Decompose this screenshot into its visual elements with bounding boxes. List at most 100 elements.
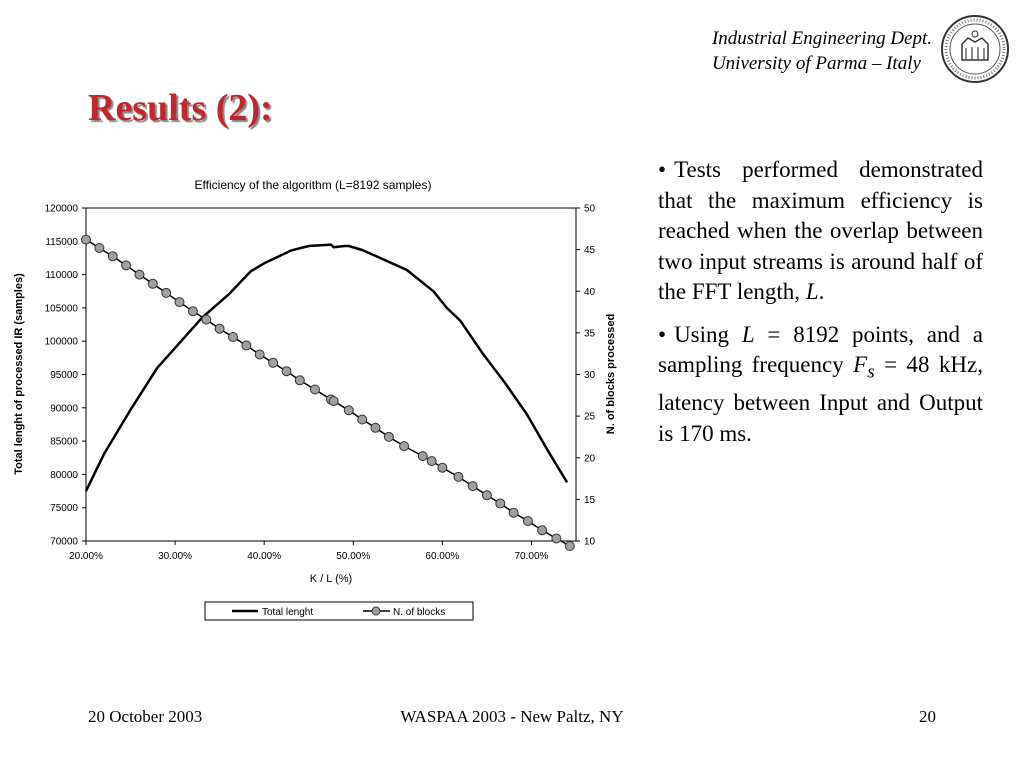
x-tick-label: 40.00% xyxy=(247,551,281,562)
x-axis-label: K / L (%) xyxy=(310,573,352,585)
n-of-blocks-point xyxy=(201,314,212,325)
x-tick-label: 20.00% xyxy=(69,551,103,562)
bullet-tail: . xyxy=(818,279,825,304)
bullet-italic-l: L xyxy=(741,321,755,347)
n-of-blocks-point xyxy=(417,451,428,462)
n-of-blocks-point xyxy=(147,278,158,289)
x-axis-ticks: 20.00% 30.00% 40.00% 50.00% 60.00% 70.00% xyxy=(69,541,549,562)
y2-axis-label: N. of blocks processed xyxy=(605,314,617,434)
y2-tick-label: 45 xyxy=(584,245,596,256)
bullet-italic-l: L xyxy=(805,279,819,304)
bullet-text-2: = 8192 points, and a sampling frequency xyxy=(658,321,984,378)
n-of-blocks-point xyxy=(187,306,198,317)
y-tick-label: 85000 xyxy=(50,437,78,448)
n-of-blocks-point xyxy=(426,456,437,467)
header-dept: Industrial Engineering Dept. xyxy=(711,28,932,49)
x-tick-label: 50.00% xyxy=(336,551,370,562)
legend-blocks-marker xyxy=(371,606,381,616)
bullet-italic-f: F xyxy=(853,352,868,377)
bullet-efficiency: • Tests performed demonstrated that the m… xyxy=(658,155,983,308)
bullet-list: • Tests performed demonstrated that the m… xyxy=(658,155,983,461)
y2-tick-label: 20 xyxy=(584,453,596,464)
n-of-blocks-point xyxy=(383,431,394,442)
n-of-blocks-point xyxy=(281,366,292,377)
n-of-blocks-point xyxy=(522,516,533,526)
slide-title: Results (2): xyxy=(88,87,273,129)
footer-date: 20 October 2003 xyxy=(88,707,203,726)
n-of-blocks-point xyxy=(161,287,172,298)
n-of-blocks-point xyxy=(121,260,132,271)
n-of-blocks-point xyxy=(310,384,320,395)
n-of-blocks-point xyxy=(481,490,492,501)
header-institution: Industrial Engineering Dept. University … xyxy=(712,26,932,76)
y-tick-label: 80000 xyxy=(50,470,78,481)
n-of-blocks-point xyxy=(453,471,464,482)
bullet-marker: • xyxy=(658,321,667,347)
n-of-blocks-point xyxy=(134,269,145,280)
footer-page-number: 20 xyxy=(919,707,936,726)
n-of-blocks-point xyxy=(551,533,562,544)
y-axis-ticks: 70000 75000 80000 85000 90000 95000 100000 1050… xyxy=(45,204,86,548)
bullet-subscript-s: s xyxy=(867,362,874,383)
plot-area xyxy=(85,207,577,542)
subscript-s: s xyxy=(867,361,875,383)
x-tick-label: 60.00% xyxy=(425,551,459,562)
y2-tick-label: 30 xyxy=(584,370,596,381)
header-university: University of Parma – Italy xyxy=(711,53,921,74)
n-of-blocks-point xyxy=(437,462,448,473)
bullet-text-1: Using xyxy=(674,321,742,347)
n-of-blocks-point xyxy=(328,396,339,407)
n-of-blocks-point xyxy=(214,323,225,334)
n-of-blocks-point xyxy=(357,414,368,425)
n-of-blocks-point xyxy=(81,234,91,245)
n-of-blocks-point xyxy=(254,349,265,360)
y-tick-label: 100000 xyxy=(45,337,79,348)
n-of-blocks-point xyxy=(294,375,305,386)
n-of-blocks-point xyxy=(268,357,279,368)
n-of-blocks-point xyxy=(174,297,185,308)
series-layer xyxy=(81,234,575,551)
n-of-blocks-point xyxy=(241,340,252,351)
n-of-blocks-point xyxy=(508,507,519,518)
n-of-blocks-point xyxy=(94,243,105,253)
series-total-lenght-line xyxy=(84,243,569,492)
n-of-blocks-point xyxy=(399,441,410,452)
y-tick-label: 70000 xyxy=(50,537,78,548)
y-tick-label: 95000 xyxy=(50,370,78,381)
n-of-blocks-point xyxy=(370,422,381,433)
y-tick-label: 90000 xyxy=(50,403,78,414)
footer-venue: WASPAA 2003 - New Paltz, NY xyxy=(400,707,624,726)
n-of-blocks-point xyxy=(537,525,548,536)
y-tick-label: 120000 xyxy=(45,204,79,215)
y-tick-label: 110000 xyxy=(45,270,78,281)
y-tick-label: 105000 xyxy=(45,303,79,314)
y2-tick-label: 35 xyxy=(584,328,596,339)
n-of-blocks-point xyxy=(467,481,478,492)
y-tick-label: 115000 xyxy=(45,237,78,248)
y2-axis-ticks: 10 15 20 25 30 35 40 45 50 xyxy=(576,204,596,548)
bullet-marker: • xyxy=(658,157,667,182)
y2-tick-label: 15 xyxy=(584,495,596,506)
bullet-latency: • Using L = 8192 points, and a sampling f… xyxy=(658,320,983,450)
y-axis-label: Total lenght of processed IR (samples) xyxy=(13,273,25,475)
legend-blocks-label: N. of blocks xyxy=(393,607,445,618)
legend-total-label: Total lenght xyxy=(262,607,313,618)
legend: Total lenght N. of blocks xyxy=(204,601,474,621)
n-of-blocks-point xyxy=(495,498,506,509)
y2-tick-label: 25 xyxy=(584,412,596,423)
university-seal-icon xyxy=(941,15,1009,83)
n-of-blocks-point xyxy=(343,405,354,416)
n-of-blocks-point xyxy=(107,251,118,262)
bullet-text-3: = 48 kHz, latency between Input and Outp… xyxy=(658,352,983,446)
y2-tick-label: 50 xyxy=(584,204,596,215)
x-tick-label: 30.00% xyxy=(158,551,192,562)
x-tick-label: 70.00% xyxy=(514,551,548,562)
n-of-blocks-point xyxy=(564,541,575,551)
y2-tick-label: 40 xyxy=(584,287,596,298)
efficiency-chart: Efficiency of the algorithm (L=8192 samp… xyxy=(13,178,617,621)
y2-tick-label: 10 xyxy=(584,537,596,548)
legend-box xyxy=(204,601,474,621)
chart-title: Efficiency of the algorithm (L=8192 samp… xyxy=(195,178,432,192)
y-tick-label: 75000 xyxy=(50,503,78,514)
bullet-text: Tests performed demonstrated that the ma… xyxy=(658,157,983,304)
